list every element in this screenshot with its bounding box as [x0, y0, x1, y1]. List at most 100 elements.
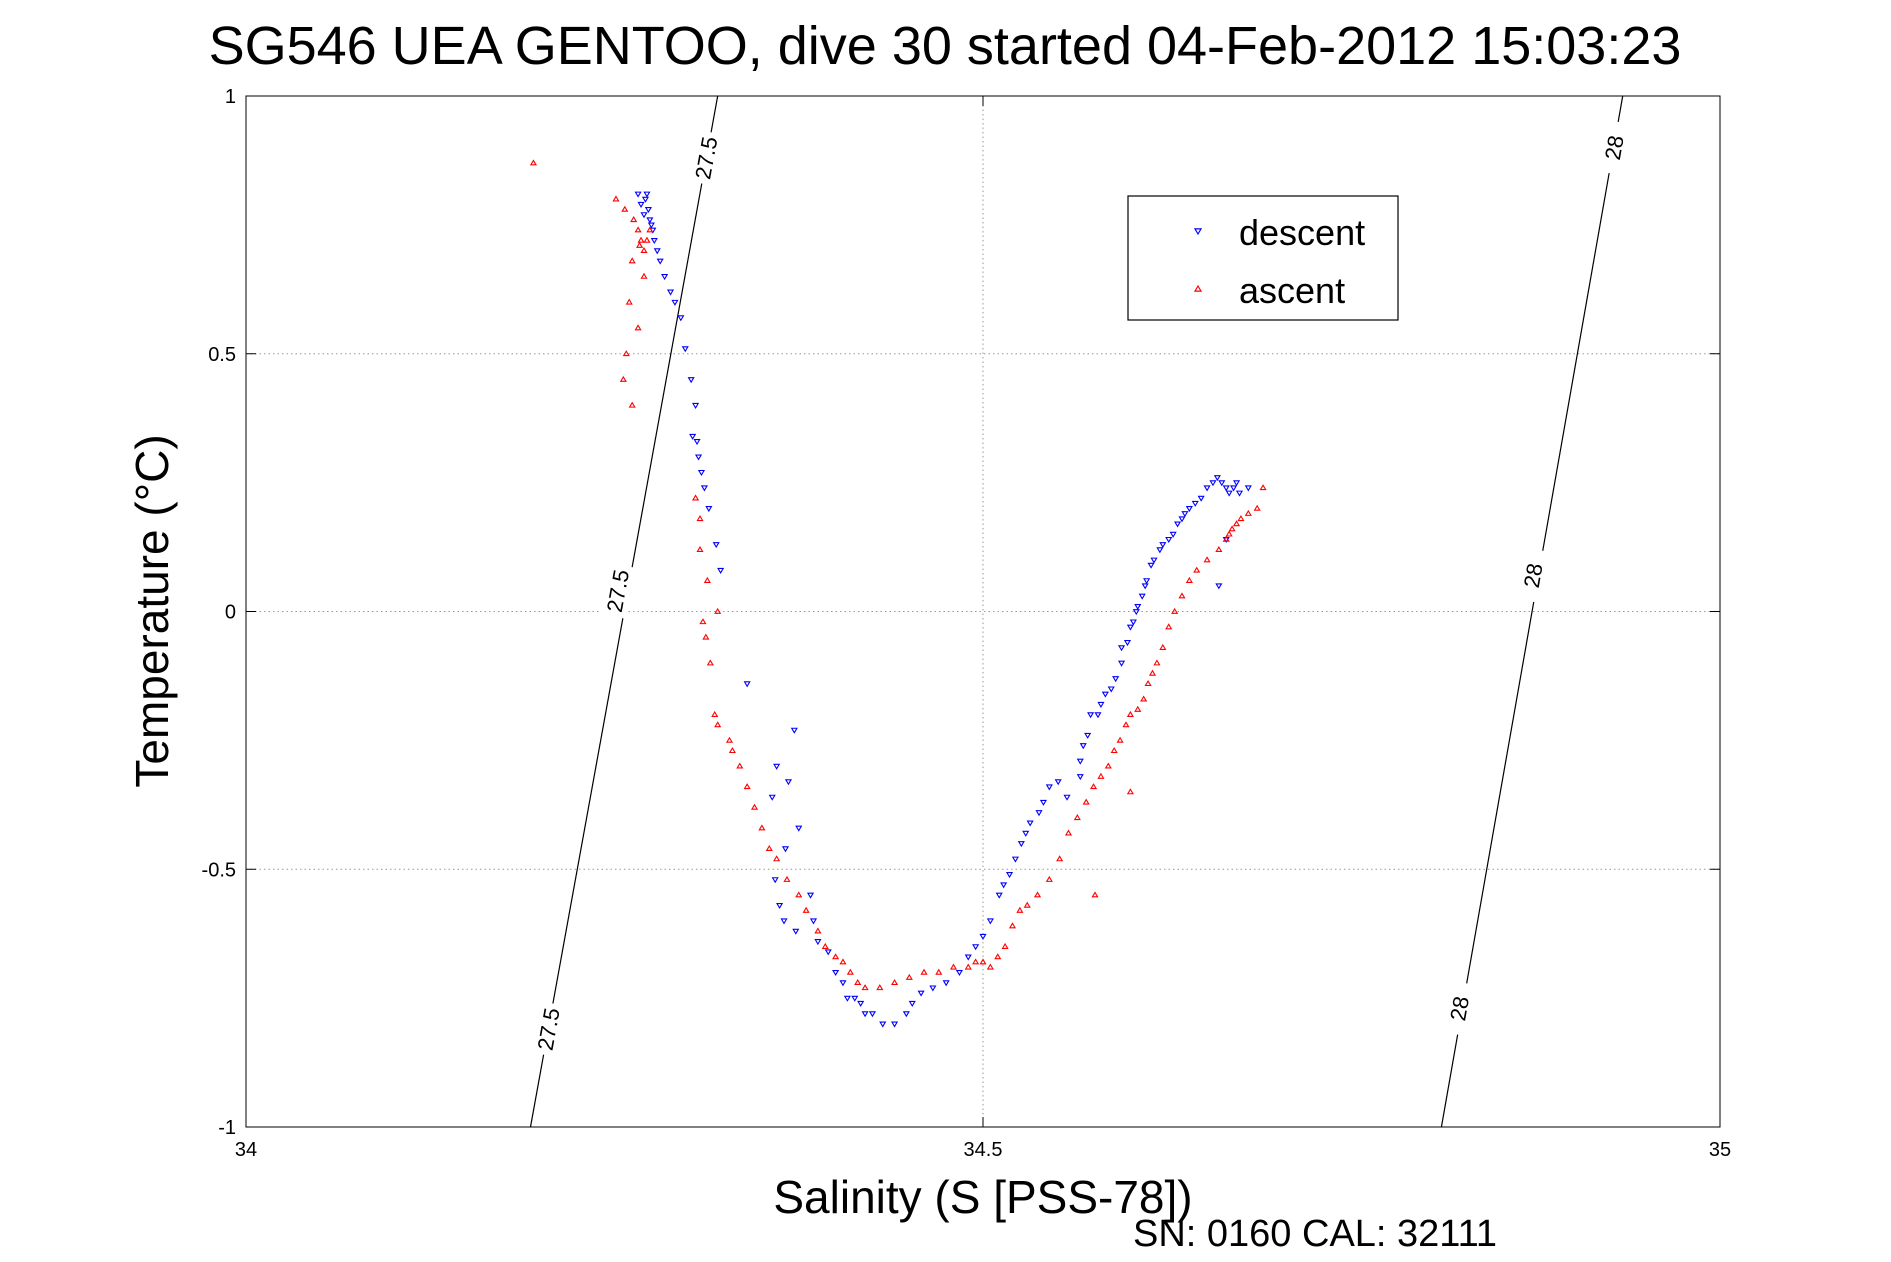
chart-title: SG546 UEA GENTOO, dive 30 started 04-Feb… [209, 16, 1682, 76]
descent-point [643, 191, 651, 198]
legend-marker-descent [1193, 228, 1203, 236]
descent-point [717, 567, 725, 574]
descent-point [1022, 830, 1030, 837]
descent-point [1232, 480, 1241, 487]
descent-point [1191, 500, 1199, 507]
descent-point [1143, 578, 1151, 585]
descent-point [1150, 557, 1158, 564]
legend-box [1127, 195, 1399, 321]
descent-point [697, 469, 706, 476]
ascent-point [1228, 525, 1236, 532]
ascent-point [964, 963, 972, 970]
descent-point [1087, 712, 1095, 719]
y-tick-label: -0.5 [202, 859, 236, 881]
ascent-point [625, 298, 633, 305]
ascent-point [736, 762, 744, 769]
ascent-point [640, 246, 648, 254]
descent-point [1117, 660, 1126, 667]
ascent-point [1171, 607, 1179, 614]
ascent-point [612, 195, 620, 202]
descent-point [671, 299, 679, 306]
descent-point [773, 763, 781, 770]
descent-point [1097, 701, 1105, 708]
ascent-point [696, 515, 704, 522]
ascent-point [1097, 772, 1105, 779]
ascent-point [1126, 710, 1134, 717]
descent-point [1117, 645, 1126, 652]
ascent-point [802, 906, 810, 913]
descent-point [1178, 516, 1186, 523]
descent-point [1235, 490, 1244, 497]
descent-point [677, 315, 685, 322]
serial-calibration-label: SN: 0160 CAL: 32111 [1133, 1213, 1497, 1255]
descent-point [693, 439, 701, 446]
descent-point [955, 969, 963, 977]
descent-point [1000, 882, 1008, 889]
ascent-point [714, 721, 722, 728]
descent-point [890, 1021, 899, 1028]
ascent-point [814, 927, 822, 934]
ascent-point [783, 875, 791, 882]
ascent-point [1203, 556, 1211, 563]
ascent-point [711, 710, 719, 717]
x-tick-label: 34 [235, 1139, 257, 1161]
ascent-point [643, 236, 651, 243]
ascent-point [1222, 535, 1230, 542]
ascent-point [1008, 922, 1017, 929]
ascent-point [1023, 901, 1031, 908]
ascent-point [839, 958, 847, 965]
ascent-point [1033, 891, 1042, 898]
descent-point [694, 454, 703, 461]
descent-point [1076, 774, 1084, 781]
descent-point [689, 433, 697, 440]
descent-point [687, 377, 695, 384]
descent-point [902, 1011, 910, 1018]
legend-marker-ascent [1193, 284, 1203, 292]
ascent-point [743, 783, 751, 790]
descent-point [1230, 485, 1238, 492]
ascent-point [529, 159, 537, 166]
descent-point [795, 825, 803, 832]
descent-point [646, 217, 654, 224]
contour-label-gap [531, 1001, 565, 1057]
ascent-point [1259, 484, 1267, 491]
ascent-point [1104, 762, 1112, 769]
descent-point [666, 289, 675, 296]
ascent-point [1193, 566, 1201, 573]
ascent-point [846, 968, 854, 975]
descent-point [1165, 536, 1173, 544]
descent-point [1011, 856, 1019, 863]
ascent-point [634, 324, 642, 331]
descent-point [780, 918, 788, 925]
contour-label: 28 [1600, 133, 1629, 161]
ascent-point [714, 607, 722, 614]
descent-point [1107, 686, 1115, 693]
contour-label-gap [1516, 547, 1550, 604]
ascent-point [702, 633, 710, 640]
ascent-point [832, 953, 840, 960]
descent-point [1222, 485, 1230, 492]
descent-point [641, 196, 650, 203]
y-tick-label: -1 [218, 1117, 236, 1139]
descent-point [1174, 521, 1182, 528]
descent-point [681, 346, 689, 353]
ascent-point [979, 958, 987, 965]
ascent-point [692, 494, 700, 501]
descent-point [1123, 640, 1132, 647]
descent-point [879, 1021, 887, 1028]
ascent-point [1144, 679, 1152, 687]
descent-point [1156, 547, 1164, 554]
ascent-point [949, 963, 958, 970]
contour-label-gap [1442, 980, 1476, 1037]
descent-point [857, 1000, 865, 1007]
descent-point [1026, 820, 1034, 827]
descent-point [656, 258, 664, 265]
ascent-point [1073, 814, 1081, 821]
contour-label-gap [600, 563, 634, 619]
ascent-point [1091, 891, 1099, 898]
descent-point [986, 918, 994, 925]
descent-point [979, 933, 987, 940]
descent-point [1017, 841, 1025, 848]
descent-point [692, 402, 700, 409]
